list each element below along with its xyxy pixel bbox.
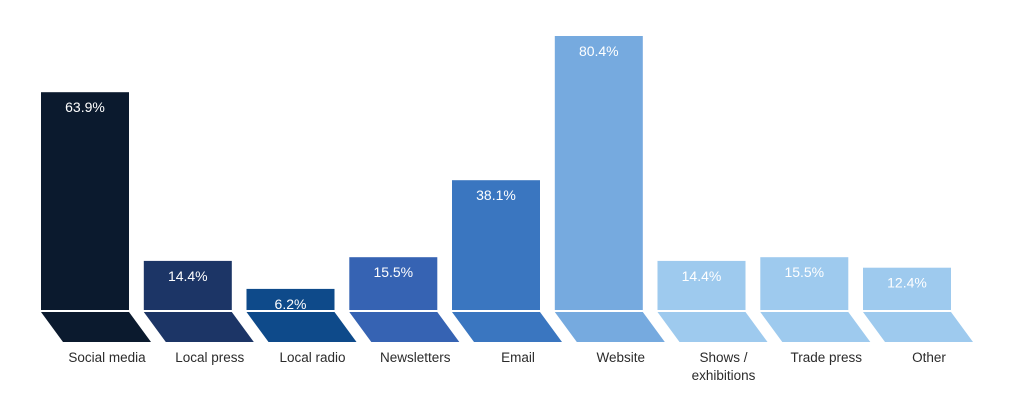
category-label-line: Email bbox=[501, 350, 535, 365]
category-label: Email bbox=[501, 350, 535, 365]
bar-base bbox=[760, 312, 871, 342]
category-label: Shows / exhibitions bbox=[692, 350, 756, 383]
bar bbox=[760, 257, 849, 310]
data-label: 14.4% bbox=[682, 268, 722, 284]
bar bbox=[657, 260, 746, 310]
bars-group bbox=[41, 36, 951, 310]
category-label: Local radio bbox=[279, 350, 345, 365]
data-label: 15.5% bbox=[373, 264, 413, 280]
category-label: Social media bbox=[68, 350, 146, 365]
bar-base bbox=[657, 312, 768, 342]
category-label-line: Other bbox=[912, 350, 946, 365]
bar-base bbox=[143, 312, 254, 342]
category-labels-group: Social media Local press Local radio Newsle… bbox=[68, 350, 946, 383]
category-label-line: Social media bbox=[68, 350, 146, 365]
data-label: 15.5% bbox=[784, 264, 824, 280]
data-label: 80.4% bbox=[579, 43, 619, 59]
category-label-line: Newsletters bbox=[380, 350, 451, 365]
category-label-line: exhibitions bbox=[692, 368, 756, 383]
category-label: Local press bbox=[175, 350, 244, 365]
data-label: 63.9% bbox=[65, 99, 105, 115]
category-label-line: Trade press bbox=[791, 350, 863, 365]
bar-bases-group bbox=[41, 312, 973, 342]
category-label-line: Shows / bbox=[699, 350, 747, 365]
data-label: 6.2% bbox=[275, 296, 307, 312]
bar bbox=[41, 92, 129, 310]
category-label: Website bbox=[597, 350, 646, 365]
category-label: Other bbox=[912, 350, 946, 365]
bar bbox=[246, 288, 335, 310]
bar-base bbox=[349, 312, 460, 342]
category-label: Trade press bbox=[791, 350, 863, 365]
value-labels-group: 63.9% 14.4% 6.2% 15.5% 38.1% 80.4% 14.4% 15.5% 1… bbox=[65, 43, 927, 312]
category-label-line: Local press bbox=[175, 350, 244, 365]
category-label-line: Local radio bbox=[279, 350, 345, 365]
bar-base bbox=[41, 312, 151, 342]
data-label: 12.4% bbox=[887, 275, 927, 291]
category-label-line: Website bbox=[597, 350, 646, 365]
category-label: Newsletters bbox=[380, 350, 451, 365]
bar bbox=[349, 257, 438, 310]
bar bbox=[452, 180, 540, 310]
bar-base bbox=[452, 312, 562, 342]
data-label: 14.4% bbox=[168, 268, 208, 284]
bar bbox=[863, 267, 951, 310]
bar bbox=[143, 260, 232, 310]
bar-base bbox=[554, 312, 665, 342]
data-label: 38.1% bbox=[476, 187, 516, 203]
bar bbox=[554, 36, 643, 310]
bar-base bbox=[863, 312, 973, 342]
bar-base bbox=[246, 312, 357, 342]
